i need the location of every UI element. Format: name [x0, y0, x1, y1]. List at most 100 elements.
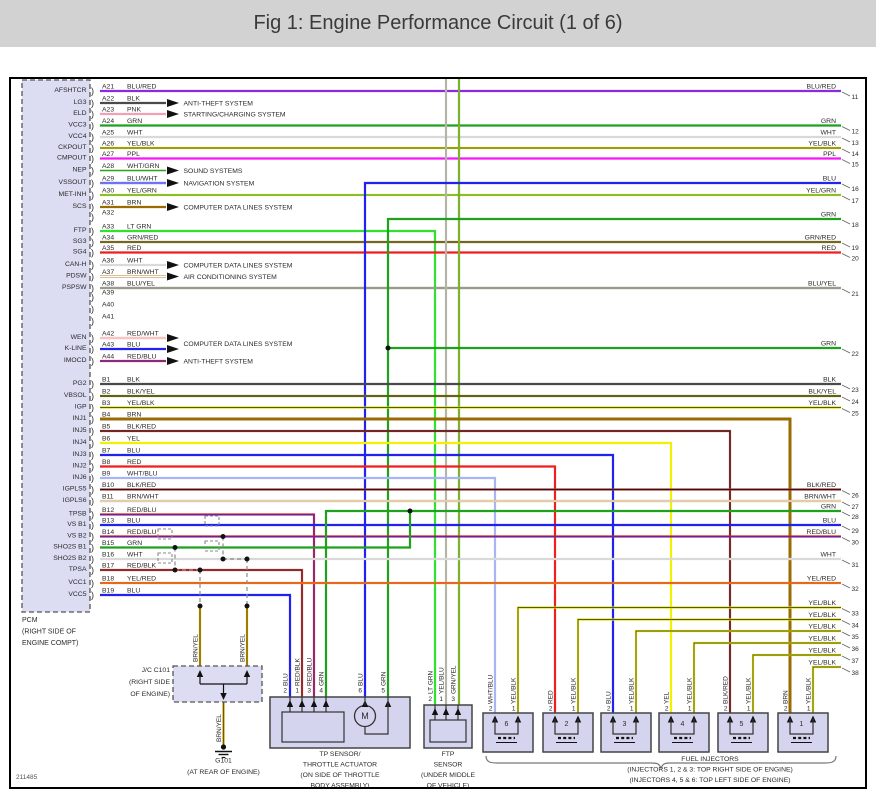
pin-number: A26: [102, 141, 114, 148]
pin-bracket: ): [91, 109, 94, 119]
g101-location: (AT REAR OF ENGINE): [187, 769, 260, 776]
wire-GRN: [100, 511, 412, 549]
stub-color-label: YEL/BLK: [808, 600, 836, 607]
pin-number: A41: [102, 314, 114, 321]
injector-box: [658, 712, 710, 753]
pin-name: CMPOUT: [57, 155, 86, 162]
system-label: ANTI-THEFT SYSTEM: [184, 359, 254, 366]
system-label: SOUND SYSTEMS: [184, 168, 243, 175]
pin-name: IGPLS6: [63, 497, 87, 504]
pin-number: B16: [102, 552, 114, 559]
pin-wire-color: BRN: [127, 200, 141, 207]
pin-bracket: ): [91, 121, 94, 131]
pin-bracket: ): [91, 578, 94, 588]
pin-name: AFSHTCR: [54, 87, 86, 94]
wire-color-label: WHT/BLU: [488, 674, 495, 704]
wire-color-label: BLU: [283, 673, 290, 686]
injector-coil-path: [612, 719, 637, 735]
jc-label: (RIGHT SIDE: [129, 679, 171, 686]
pin-name: TPSA: [69, 566, 87, 573]
pin-bracket: ): [91, 554, 94, 564]
stub-number: 31: [852, 562, 860, 569]
pin-bracket: ): [91, 532, 94, 542]
tp-pin-number: 3: [307, 688, 311, 695]
pin-bracket: ): [91, 86, 94, 96]
stub-tick: [841, 288, 851, 294]
injector-number: 5: [740, 721, 744, 728]
junction-dot: [172, 567, 178, 573]
pin-number: A29: [102, 176, 114, 183]
system-label: COMPUTER DATA LINES SYSTEM: [184, 341, 293, 348]
wire-YEL-BLK: [576, 618, 841, 713]
pin-name: LG3: [74, 99, 87, 106]
stub-number: 27: [852, 504, 860, 511]
pin-name: INJ6: [73, 474, 87, 481]
pin-bracket: ): [91, 292, 94, 302]
pin-bracket: ): [91, 166, 94, 176]
pin-wire-color: RED: [127, 459, 141, 466]
arrowhead-d: [220, 693, 227, 700]
pcm-label: ENGINE COMPT): [22, 640, 78, 647]
pin-wire-color: YEL/GRN: [127, 188, 157, 195]
ftp-label: OF VEHICLE): [427, 783, 470, 790]
wire-BRN: [100, 417, 792, 713]
stub-color-label: BLK/YEL: [808, 388, 836, 395]
jc-label: J/C C101: [142, 667, 171, 674]
stub-color-label: BLU/YEL: [808, 280, 836, 287]
wire-color-label: YEL/BLK: [806, 677, 813, 704]
junction-dot: [407, 508, 413, 514]
stub-tick: [841, 583, 851, 589]
stub-tick: [841, 219, 851, 225]
g101-ground: G101 (AT REAR OF ENGINE): [187, 744, 260, 776]
wire-stripe: [517, 607, 841, 713]
junction-dot: [385, 345, 391, 351]
stub-color-label: GRN: [821, 118, 836, 125]
pin-bracket: ): [91, 485, 94, 495]
stub-number: 30: [852, 540, 860, 547]
pin-name: WEN: [71, 334, 87, 341]
stub-color-label: YEL/BLK: [808, 635, 836, 642]
pin-wire-color: RED/BLU: [127, 354, 157, 361]
pin-number: A44: [102, 354, 114, 361]
arrowhead-u: [322, 700, 330, 707]
stub-tick: [841, 242, 851, 248]
wire-color-label: GRN: [319, 671, 326, 686]
wire-color-label: BLU: [606, 691, 613, 704]
pin-wire-color: BLU: [127, 518, 140, 525]
arrowhead-u: [442, 708, 450, 715]
stub-color-label: YEL/BLK: [808, 647, 836, 654]
pin-wire-color: YEL/BLK: [127, 141, 155, 148]
stub-tick: [841, 620, 851, 625]
stub-number: 13: [852, 140, 860, 147]
pin-name: ELD: [73, 110, 86, 117]
wire-color-label: RED: [548, 690, 555, 704]
arrowhead-r: [167, 334, 179, 342]
injector-number: 6: [505, 721, 509, 728]
pin-wire-color: WHT: [127, 258, 142, 265]
wire-color-label: YEL/BLK: [571, 677, 578, 704]
stub-tick: [841, 490, 851, 495]
pin-name: INJ1: [73, 415, 87, 422]
pin-wire-color: WHT: [127, 552, 142, 559]
ftp-pin-number: 1: [439, 696, 443, 703]
wire-color-label: YEL/BLU: [439, 667, 446, 694]
pin-name: INJ2: [73, 463, 87, 470]
pin-number: B6: [102, 436, 111, 443]
pin-wire-color: GRN: [127, 118, 142, 125]
wire-color-label: GRN/YEL: [451, 665, 458, 694]
stub-number: 16: [852, 186, 860, 193]
ftp-sensor: 2 LT GRN 1 YEL/BLU 3 GRN/YEL FTP SENSOR (UNDER M…: [421, 665, 475, 789]
pin-bracket: ): [91, 272, 94, 282]
injector-box: [717, 712, 769, 753]
injector-pin-number: 1: [512, 706, 516, 713]
wire-YEL: [100, 441, 673, 713]
pin-bracket: ): [91, 333, 94, 343]
pin-bracket: ): [91, 154, 94, 164]
pin-wire-color: YEL/BLK: [127, 400, 155, 407]
ftp-inner: [429, 719, 467, 743]
wire-color-label: BRN/YEL: [193, 634, 200, 662]
system-label: STARTING/CHARGING SYSTEM: [184, 112, 286, 119]
pin-bracket: ): [91, 379, 94, 389]
pcm-connector: PCM (RIGHT SIDE OF ENGINE COMPT): [21, 79, 91, 647]
pin-number: A36: [102, 258, 114, 265]
